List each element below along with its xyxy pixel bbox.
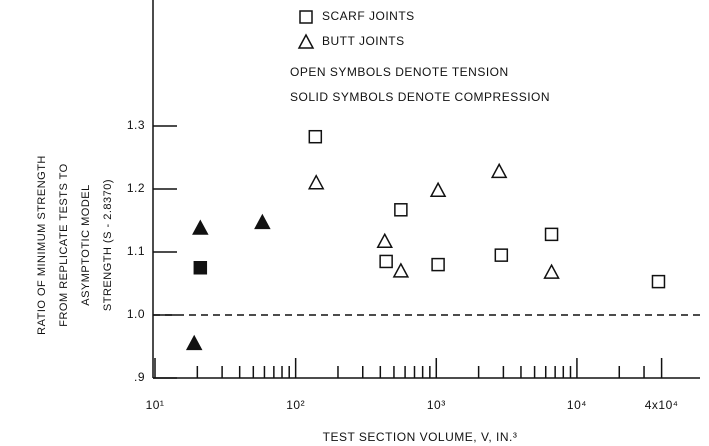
marker bbox=[651, 274, 666, 289]
x-tick-label: 4x10⁴ bbox=[645, 398, 679, 412]
legend-marker bbox=[297, 33, 315, 49]
y-tick-label: 1.3 bbox=[127, 118, 145, 132]
marker bbox=[254, 213, 271, 230]
x-tick-label: 10² bbox=[286, 398, 305, 412]
marker bbox=[544, 227, 559, 242]
x-tick-label: 10⁴ bbox=[567, 398, 587, 412]
legend-label: SCARF JOINTS bbox=[322, 9, 415, 23]
y-tick-label: .9 bbox=[134, 370, 145, 384]
y-axis-title: RATIO OF MINIMUM STRENGTH bbox=[36, 155, 48, 335]
marker bbox=[394, 203, 408, 217]
y-tick-label: 1.2 bbox=[127, 181, 145, 195]
marker bbox=[431, 257, 445, 272]
legend-marker bbox=[299, 10, 313, 24]
marker bbox=[193, 261, 208, 275]
y-axis-title: ASYMPTOTIC MODEL bbox=[80, 184, 92, 305]
note: OPEN SYMBOLS DENOTE TENSION bbox=[290, 65, 509, 79]
x-tick-label: 10³ bbox=[427, 398, 446, 412]
marker bbox=[308, 129, 323, 144]
marker bbox=[429, 181, 447, 198]
marker bbox=[494, 248, 509, 262]
marker bbox=[307, 174, 325, 190]
y-tick-label: 1.1 bbox=[127, 244, 145, 258]
marker bbox=[376, 232, 393, 249]
marker bbox=[392, 262, 410, 278]
y-tick-label: 1.0 bbox=[127, 307, 145, 321]
legend-label: BUTT JOINTS bbox=[322, 34, 405, 48]
note: SOLID SYMBOLS DENOTE COMPRESSION bbox=[290, 90, 550, 104]
y-axis-title: STRENGTH (S - 2.8370) bbox=[102, 179, 114, 311]
marker bbox=[543, 263, 560, 279]
x-axis-title: TEST SECTION VOLUME, V, IN.³ bbox=[323, 430, 518, 444]
marker bbox=[185, 334, 203, 351]
marker bbox=[192, 219, 209, 235]
x-tick-label: 10¹ bbox=[146, 398, 165, 412]
marker bbox=[379, 254, 393, 269]
marker bbox=[490, 162, 508, 179]
y-axis-title: FROM REPLICATE TESTS TO bbox=[58, 163, 70, 327]
